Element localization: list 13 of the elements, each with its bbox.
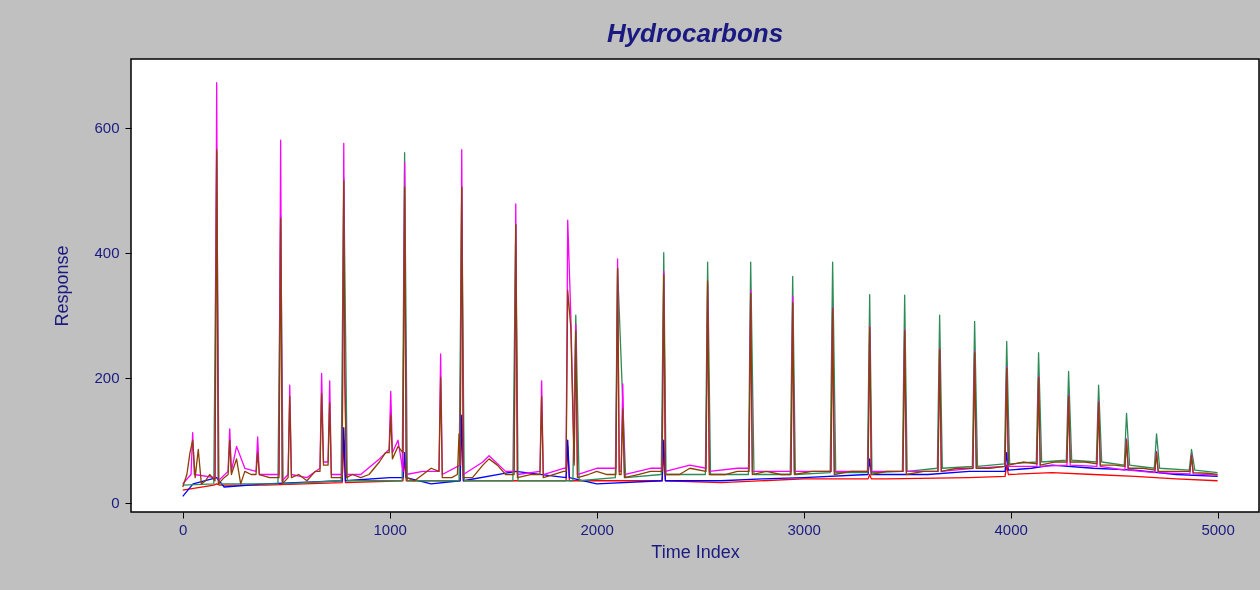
x-tick-label: 4000 (994, 520, 1028, 538)
y-axis-title: Response (52, 245, 73, 327)
x-tick-label: 3000 (787, 520, 821, 538)
y-tick-label: 200 (94, 369, 120, 387)
x-tick-label: 1000 (373, 520, 407, 538)
x-axis-title: Time Index (651, 541, 740, 562)
x-tick-label: 5000 (1201, 520, 1235, 538)
y-tick-label: 0 (111, 494, 120, 512)
x-tick-label: 0 (179, 520, 188, 538)
y-tick-label: 600 (94, 119, 120, 137)
x-tick-label: 2000 (580, 520, 614, 538)
chart-title: Hydrocarbons (606, 18, 784, 48)
y-tick-label: 400 (94, 244, 120, 262)
